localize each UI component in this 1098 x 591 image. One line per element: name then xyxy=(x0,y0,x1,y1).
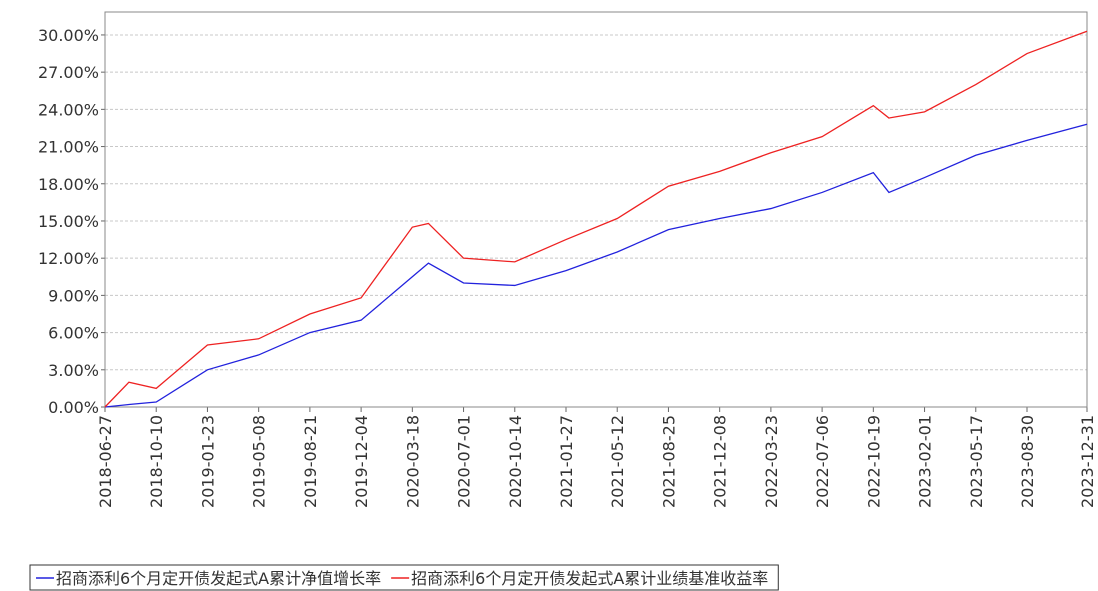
y-tick-label: 18.00% xyxy=(38,175,99,194)
x-tick-label: 2022-03-23 xyxy=(762,415,781,508)
y-tick-label: 12.00% xyxy=(38,249,99,268)
legend: 招商添利6个月定开债发起式A累计净值增长率 招商添利6个月定开债发起式A累计业绩基… xyxy=(29,564,779,591)
y-tick-label: 3.00% xyxy=(48,361,99,380)
legend-label: 招商添利6个月定开债发起式A累计业绩基准收益率 xyxy=(411,569,768,588)
y-tick-label: 27.00% xyxy=(38,63,99,82)
x-tick-label: 2020-07-01 xyxy=(455,415,474,508)
x-tick-label: 2022-10-19 xyxy=(864,415,883,508)
plot-frame xyxy=(104,11,1088,408)
y-tick-label: 30.00% xyxy=(38,26,99,45)
x-tick-label: 2018-06-27 xyxy=(96,415,115,508)
x-tick-label: 2022-07-06 xyxy=(813,415,832,508)
x-tick-label: 2021-05-12 xyxy=(608,415,627,508)
x-tick-label: 2019-08-21 xyxy=(301,415,320,508)
x-tick-label: 2021-01-27 xyxy=(557,415,576,508)
y-tick-label: 9.00% xyxy=(48,286,99,305)
x-tick-label: 2019-05-08 xyxy=(250,415,269,508)
x-tick-label: 2023-02-01 xyxy=(916,415,935,508)
x-tick-label: 2021-08-25 xyxy=(659,415,678,508)
y-tick-label: 15.00% xyxy=(38,212,99,231)
y-tick-label: 6.00% xyxy=(48,324,99,343)
x-tick-label: 2021-12-08 xyxy=(711,415,730,508)
x-tick-label: 2023-12-31 xyxy=(1078,415,1097,508)
x-tick-label: 2020-10-14 xyxy=(506,415,525,508)
y-tick-label: 0.00% xyxy=(48,398,99,417)
x-tick-label: 2023-08-30 xyxy=(1018,415,1037,508)
y-tick-label: 24.00% xyxy=(38,100,99,119)
y-tick-label: 21.00% xyxy=(38,138,99,157)
x-tick-label: 2018-10-10 xyxy=(147,415,166,508)
x-tick-label: 2019-12-04 xyxy=(352,415,371,508)
line-series xyxy=(104,123,1088,408)
legend-label: 招商添利6个月定开债发起式A累计净值增长率 xyxy=(56,569,381,588)
line-series xyxy=(104,30,1088,408)
x-tick-label: 2019-01-23 xyxy=(198,415,217,508)
x-tick-label: 2020-03-18 xyxy=(403,415,422,508)
x-tick-label: 2023-05-17 xyxy=(967,415,986,508)
